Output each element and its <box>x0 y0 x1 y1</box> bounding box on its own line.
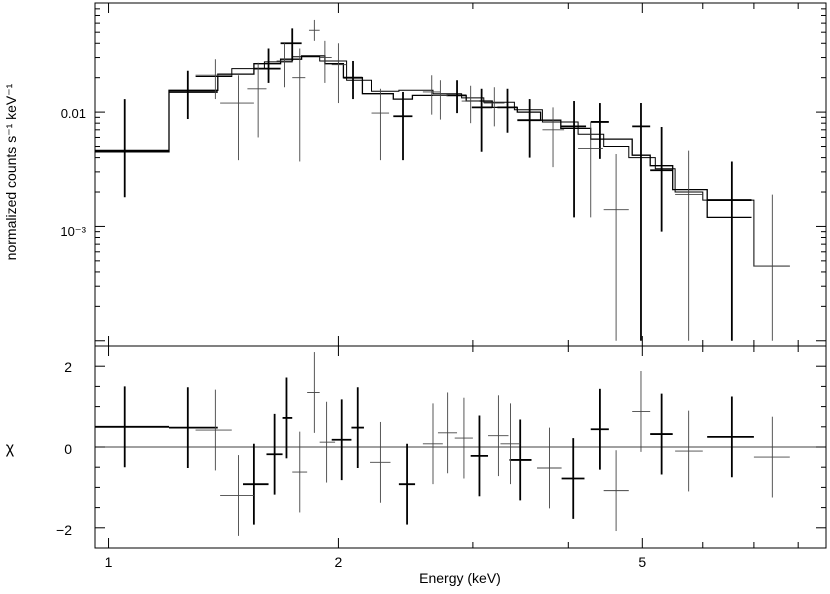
bottom-y-tick-label-minus2: −2 <box>56 522 72 538</box>
top-model-curves <box>95 55 790 267</box>
spectrum-data-point-bold <box>169 70 218 120</box>
x-tick-label-2: 2 <box>335 554 343 570</box>
residual-point-bold <box>509 419 532 501</box>
residual-point-thin <box>603 450 629 532</box>
bottom-residual-points <box>95 352 790 536</box>
spectrum-data-point-bold <box>446 80 467 114</box>
spectrum-data-point-bold <box>393 91 413 161</box>
residual-point-thin <box>292 431 308 513</box>
bottom-y-axis-label: χ <box>6 440 15 457</box>
spectrum-data-point-thin <box>292 48 306 162</box>
x-tick-label-5: 5 <box>638 554 646 570</box>
spectrum-data-point-bold <box>707 161 752 341</box>
residual-point-thin <box>307 352 320 433</box>
spectrum-data-point-thin <box>753 194 790 341</box>
top-y-axis-label: normalized counts s⁻¹ keV⁻¹ <box>3 83 19 260</box>
spectrum-data-point-bold <box>471 88 493 152</box>
residual-point-thin <box>753 416 790 498</box>
residual-point-thin <box>632 371 651 452</box>
residual-point-bold <box>95 386 170 468</box>
spectrum-data-point-bold <box>560 101 587 218</box>
residual-point-bold <box>169 387 218 469</box>
spectrum-data-point-bold <box>590 103 609 159</box>
axis-ticks <box>95 2 826 548</box>
spectrum-data-point-thin <box>432 80 448 120</box>
model-step-curve-bold <box>95 55 752 219</box>
spectrum-data-point-thin <box>675 150 703 341</box>
residual-point-bold <box>398 443 416 525</box>
spectrum-data-point-bold <box>632 103 651 341</box>
spectrum-data-point-thin <box>220 75 254 161</box>
spectrum-data-point-bold <box>497 88 518 133</box>
top-data-points <box>95 19 790 341</box>
residual-point-bold <box>266 413 283 495</box>
spectrum-data-point-thin <box>483 87 505 127</box>
spectrum-data-point-thin <box>331 43 347 104</box>
top-panel-frame <box>94 2 827 347</box>
spectrum-data-point-thin <box>461 85 480 124</box>
residual-point-bold <box>282 377 293 459</box>
residual-point-bold <box>650 393 673 475</box>
residual-point-thin <box>422 403 443 485</box>
bottom-y-tick-label-2: 2 <box>64 359 72 375</box>
x-tick-label-1: 1 <box>105 554 113 570</box>
spectrum-data-point-thin <box>308 19 320 41</box>
residual-point-bold <box>470 415 489 497</box>
spectrum-data-point-bold <box>650 127 673 232</box>
spectrum-data-point-thin <box>542 107 565 168</box>
residual-point-thin <box>500 403 521 485</box>
bottom-y-tick-label-0: 0 <box>64 441 72 457</box>
spectrum-data-point-thin <box>319 40 332 83</box>
spectrum-data-point-bold <box>280 28 302 61</box>
top-y-tick-label-1e-3: 10⁻³ <box>60 224 86 239</box>
residual-point-thin <box>454 397 473 479</box>
residual-point-thin <box>195 389 232 471</box>
spectrum-data-point-thin <box>247 62 267 138</box>
spectrum-data-point-bold <box>517 99 541 158</box>
residual-point-bold <box>351 387 364 469</box>
spectrum-data-point-bold <box>343 60 363 100</box>
residual-point-thin <box>220 455 254 536</box>
residual-point-thin <box>437 392 458 474</box>
spectrum-data-point-thin <box>422 75 441 115</box>
spectrum-data-point-bold <box>95 99 170 198</box>
residual-point-thin <box>537 427 562 509</box>
spectrum-data-point-thin <box>578 121 603 218</box>
residual-point-bold <box>707 396 754 478</box>
residual-point-bold <box>243 443 269 525</box>
spectrum-data-point-thin <box>195 59 232 100</box>
spectrum-data-point-thin <box>276 43 293 88</box>
residual-point-thin <box>488 395 509 477</box>
model-step-curve-thin <box>195 56 790 267</box>
top-y-tick-label-0.01: 0.01 <box>61 106 86 121</box>
x-axis-label: Energy (keV) <box>419 570 501 586</box>
residual-point-bold <box>561 438 585 519</box>
residual-point-bold <box>331 399 352 481</box>
spectrum-data-point-thin <box>603 154 629 341</box>
spectrum-data-point-thin <box>371 88 390 161</box>
residual-point-thin <box>319 401 336 483</box>
residual-point-bold <box>590 388 609 470</box>
residual-point-thin <box>370 421 391 503</box>
residual-point-thin <box>675 410 703 492</box>
